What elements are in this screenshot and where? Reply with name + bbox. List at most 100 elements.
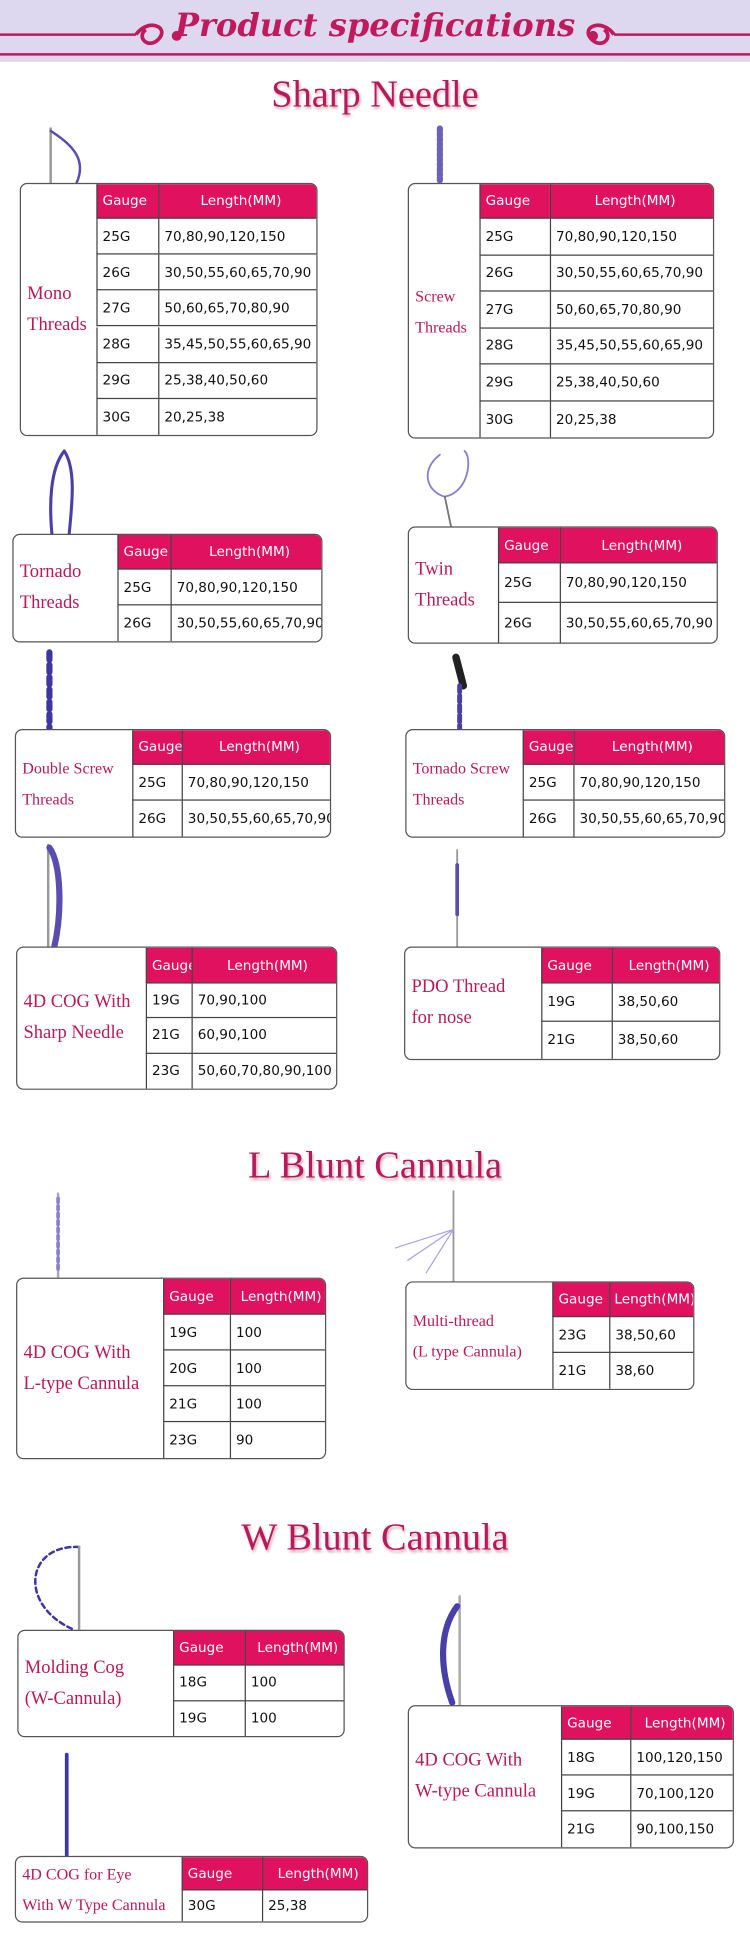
product-name: 4D COG for Eye With W Type Cannula [16, 1857, 183, 1921]
section-title: Sharp Needle [271, 71, 479, 115]
column-header: Gauge [132, 730, 182, 765]
gauge-cell: 21G [541, 1021, 611, 1059]
length-cell: 30,50,55,60,65,70,90 [549, 255, 713, 292]
product-card: Screw Threads Gauge Length(MM) 25G 70,80,90,1… [407, 182, 715, 439]
product-card: Tornado Threads Gauge Length(MM) 25G 70,80,90… [12, 533, 323, 643]
name-line: Threads [19, 593, 80, 613]
name-line: 4D COG With [415, 1750, 523, 1771]
gauge-cell: 25G [117, 569, 171, 606]
name-line: PDO Thread [411, 977, 506, 998]
name-line: Screw [415, 286, 456, 305]
length-cell: 20,25,38 [549, 400, 713, 438]
gauge-cell: 27G [479, 291, 550, 329]
column-header: Length(MM) [170, 535, 322, 570]
gauge-cell: 23G [552, 1317, 610, 1353]
name-line: Threads [415, 316, 467, 336]
gauge-cell: 26G [497, 602, 560, 643]
column-header: Gauge [552, 1282, 610, 1318]
name-line: Threads [415, 589, 475, 610]
column-header: Gauge [560, 1706, 631, 1740]
product-name: Multi-thread (L type Cannula) [407, 1283, 554, 1389]
gauge-cell: 28G [479, 328, 550, 365]
gauge-cell: 23G [145, 1053, 192, 1089]
length-cell: 100 [229, 1386, 325, 1423]
column-header: Length(MM) [611, 947, 720, 984]
column-header: Length(MM) [181, 730, 330, 765]
column-header: Length(MM) [191, 947, 337, 984]
column-header: Gauge [172, 1630, 245, 1666]
gauge-cell: 26G [96, 254, 159, 291]
length-cell: 70,80,90,120,150 [158, 218, 317, 255]
name-line: W-type Cannula [415, 1781, 537, 1802]
name-line: for nose [411, 1008, 472, 1029]
column-header: Length(MM) [158, 184, 317, 219]
gauge-cell: 25G [522, 764, 574, 801]
column-header: Gauge [145, 947, 192, 984]
product-name: PDO Thread for nose [405, 948, 542, 1059]
column-header: Length(MM) [549, 184, 713, 219]
gauge-cell: 18G [172, 1665, 245, 1701]
length-cell: 70,80,90,120,150 [573, 764, 725, 801]
product-card: 4D COG With L-type Cannula Gauge Length(MM)… [16, 1277, 327, 1460]
name-line: 4D COG for Eye [22, 1864, 132, 1884]
name-line: Tornado [19, 562, 82, 582]
column-header: Gauge [522, 730, 574, 765]
column-header: Length(MM) [559, 527, 717, 564]
length-cell: 30,50,55,60,65,70,90 [573, 800, 724, 837]
name-line: Twin [415, 559, 454, 579]
gauge-cell: 23G [163, 1422, 230, 1459]
name-line: Double Screw [22, 758, 114, 778]
gauge-cell: 19G [560, 1775, 631, 1812]
length-cell: 50,60,65,70,80,90 [549, 291, 713, 329]
name-line: Threads [27, 314, 87, 335]
length-cell: 100,120,150 [630, 1739, 733, 1776]
length-cell: 70,100,120 [630, 1775, 733, 1812]
name-line: (W-Cannula) [24, 1688, 122, 1709]
name-line: Multi-thread [412, 1310, 494, 1330]
product-name: 4D COG With L-type Cannula [17, 1279, 164, 1458]
gauge-cell: 25G [132, 764, 182, 801]
gauge-cell: 26G [479, 255, 550, 292]
gauge-cell: 19G [541, 983, 612, 1022]
length-cell: 25,38,40,50,60 [158, 362, 317, 399]
length-cell: 100 [229, 1350, 325, 1387]
gauge-cell: 26G [522, 800, 574, 837]
product-card: Multi-thread (L type Cannula) Gauge Length(… [405, 1281, 695, 1391]
length-cell: 30,50,55,60,65,70,90 [158, 254, 317, 291]
length-cell: 38,50,60 [611, 983, 720, 1022]
name-line: L-type Cannula [23, 1373, 140, 1394]
banner-title: Product specifications [174, 7, 576, 45]
banner: Product specifications [0, 0, 750, 62]
length-cell: 25,38 [261, 1890, 367, 1922]
column-header: Gauge [497, 527, 560, 564]
length-cell: 30,50,55,60,65,70,90 [181, 800, 330, 837]
name-line: Threads [22, 789, 74, 809]
column-header: Length(MM) [630, 1706, 733, 1740]
product-card: Twin Threads Gauge Length(MM) 25G 70,80,90,12… [407, 526, 718, 644]
length-cell: 90,100,150 [630, 1811, 733, 1848]
gauge-cell: 25G [497, 563, 560, 603]
length-cell: 70,80,90,120,150 [559, 563, 717, 603]
length-cell: 60,90,100 [191, 1018, 337, 1054]
gauge-cell: 18G [560, 1739, 631, 1776]
gauge-cell: 27G [96, 290, 159, 327]
gauge-cell: 25G [479, 218, 550, 256]
length-cell: 90 [229, 1422, 325, 1459]
column-header: Gauge [479, 184, 550, 219]
gauge-cell: 30G [181, 1890, 262, 1922]
length-cell: 50,60,70,80,90,100 [191, 1053, 337, 1089]
gauge-cell: 19G [172, 1700, 245, 1737]
gauge-cell: 21G [163, 1386, 230, 1423]
product-card: Double Screw Threads Gauge Length(MM) 25G 70,… [14, 729, 332, 838]
name-line: Tornado Screw [412, 758, 511, 778]
length-cell: 70,80,90,120,150 [549, 218, 713, 256]
column-header: Gauge [163, 1278, 230, 1315]
length-cell: 25,38,40,50,60 [549, 364, 713, 401]
product-card: PDO Thread for nose Gauge Length(MM) 19G 38,5… [404, 946, 721, 1061]
length-cell: 38,50,60 [609, 1317, 694, 1353]
column-header: Length(MM) [573, 730, 725, 765]
length-cell: 70,90,100 [191, 983, 337, 1019]
length-cell: 50,60,65,70,80,90 [158, 290, 317, 327]
column-header: Length(MM) [244, 1630, 344, 1666]
